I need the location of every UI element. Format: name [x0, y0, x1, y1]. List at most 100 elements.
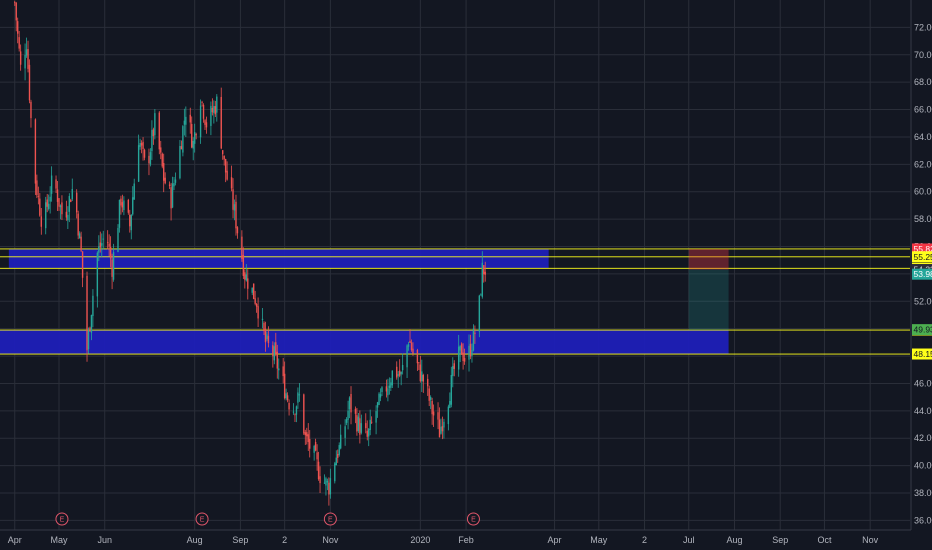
candle-body	[428, 388, 430, 401]
candle	[366, 420, 368, 441]
candle	[474, 325, 476, 344]
candle	[149, 148, 152, 167]
candle	[19, 44, 22, 71]
x-tick-label: Nov	[862, 535, 879, 545]
candle-body	[40, 216, 42, 227]
candle-body	[216, 96, 218, 113]
candle	[286, 392, 289, 403]
candle	[288, 399, 290, 416]
candle-body	[140, 143, 143, 146]
candle	[168, 181, 171, 189]
candle	[251, 287, 253, 296]
candle	[96, 251, 99, 308]
price-badge: 49.93	[912, 324, 932, 336]
candle-body	[463, 357, 466, 362]
candle	[232, 178, 234, 219]
candle-body	[92, 295, 94, 317]
candle	[59, 204, 62, 220]
candle	[143, 148, 146, 161]
candle-body	[278, 368, 280, 371]
candle	[50, 166, 53, 202]
candle-body	[306, 432, 308, 437]
candle-body	[245, 274, 248, 281]
position-tool	[688, 248, 729, 331]
candle	[130, 214, 132, 240]
candle	[245, 264, 248, 282]
candle	[98, 235, 100, 262]
candle-body	[164, 177, 166, 184]
candle-body	[99, 242, 101, 248]
y-tick-label: 72.00	[914, 22, 932, 32]
candle-body	[163, 163, 165, 181]
candle-body	[409, 341, 411, 343]
candle-body	[252, 283, 255, 299]
candle	[195, 132, 197, 140]
candle-body	[14, 2, 16, 4]
candle	[429, 395, 432, 410]
x-tick-label: Aug	[726, 535, 742, 545]
candle-body	[16, 21, 19, 34]
candle	[314, 438, 317, 452]
candle	[247, 269, 249, 300]
candle-body	[350, 393, 352, 413]
candle-body	[366, 430, 368, 437]
candle-body	[98, 246, 100, 253]
candle	[140, 140, 143, 154]
x-tick-label: Jun	[97, 535, 112, 545]
candle	[90, 314, 93, 341]
candle	[348, 396, 351, 419]
candle-body	[437, 412, 439, 420]
candle	[263, 321, 265, 336]
candle-body	[264, 328, 267, 343]
support-resistance-zone	[8, 248, 549, 269]
candle-body	[471, 350, 473, 356]
candle	[478, 294, 481, 338]
candle	[427, 374, 429, 396]
earnings-marker: E	[323, 512, 337, 526]
candle	[261, 307, 264, 329]
candle-body	[443, 421, 445, 428]
candle-body	[232, 189, 234, 210]
candle	[117, 224, 119, 253]
candle-body	[391, 370, 394, 386]
candle	[40, 208, 42, 235]
candle	[77, 210, 79, 240]
candle-body	[78, 233, 81, 239]
candle	[292, 403, 295, 415]
candle	[369, 409, 371, 436]
candle	[472, 324, 475, 352]
candle-body	[360, 423, 363, 433]
candle	[376, 401, 379, 418]
candle	[213, 100, 215, 124]
zone-layer	[0, 248, 729, 355]
candle-body	[220, 96, 222, 149]
y-tick-label: 64.00	[914, 132, 932, 142]
candle	[81, 251, 84, 288]
candle-body	[173, 182, 175, 187]
candle	[391, 370, 394, 388]
earnings-label: E	[60, 517, 65, 524]
candle	[398, 359, 401, 378]
candle	[381, 386, 383, 397]
candle	[480, 293, 482, 296]
candle	[450, 366, 453, 408]
candle-body	[121, 202, 124, 208]
candle-body	[236, 227, 239, 234]
candle	[151, 120, 153, 160]
candle	[161, 152, 163, 169]
candle	[406, 344, 408, 379]
candle-body	[416, 349, 419, 364]
candle	[334, 461, 336, 484]
candle	[61, 195, 63, 220]
x-tick-label: Feb	[458, 535, 474, 545]
candle	[148, 148, 150, 176]
candle-body	[319, 476, 321, 484]
time-axis: Apr May Jun Aug Sep 2 Nov 2020 Feb Apr May 2 Jul Aug S…	[0, 529, 911, 545]
candle-body	[109, 247, 112, 259]
y-tick-label: 44.00	[914, 406, 932, 416]
candle-body	[397, 374, 399, 376]
candle	[109, 236, 112, 268]
candle-body	[266, 334, 268, 340]
